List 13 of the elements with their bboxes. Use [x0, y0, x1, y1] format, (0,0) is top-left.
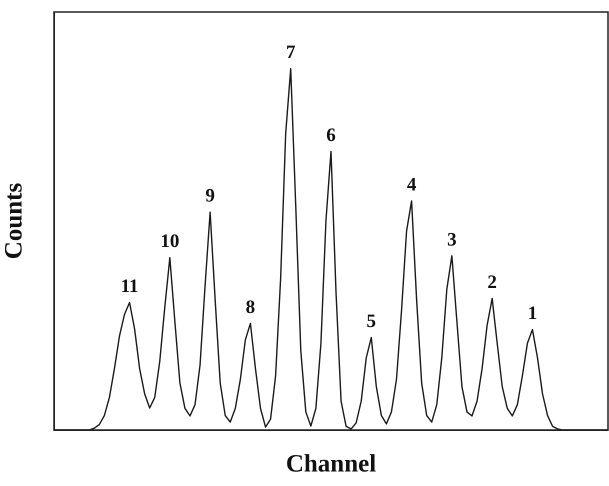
annotation: 9 — [205, 186, 215, 207]
text: 7 — [286, 42, 296, 64]
annotation: 8 — [246, 296, 256, 318]
annotation: 4 — [406, 174, 417, 196]
x-axis-title: Channel — [286, 450, 376, 478]
annotation: 3 — [447, 229, 457, 250]
y-axis-title: Counts — [0, 182, 28, 260]
annotation: 11 — [120, 276, 139, 297]
annotation: 5 — [366, 310, 376, 332]
annotation: 1 — [528, 302, 538, 324]
annotation: 2 — [487, 272, 497, 293]
annotation: 10 — [160, 231, 180, 252]
annotation: 6 — [326, 124, 336, 146]
